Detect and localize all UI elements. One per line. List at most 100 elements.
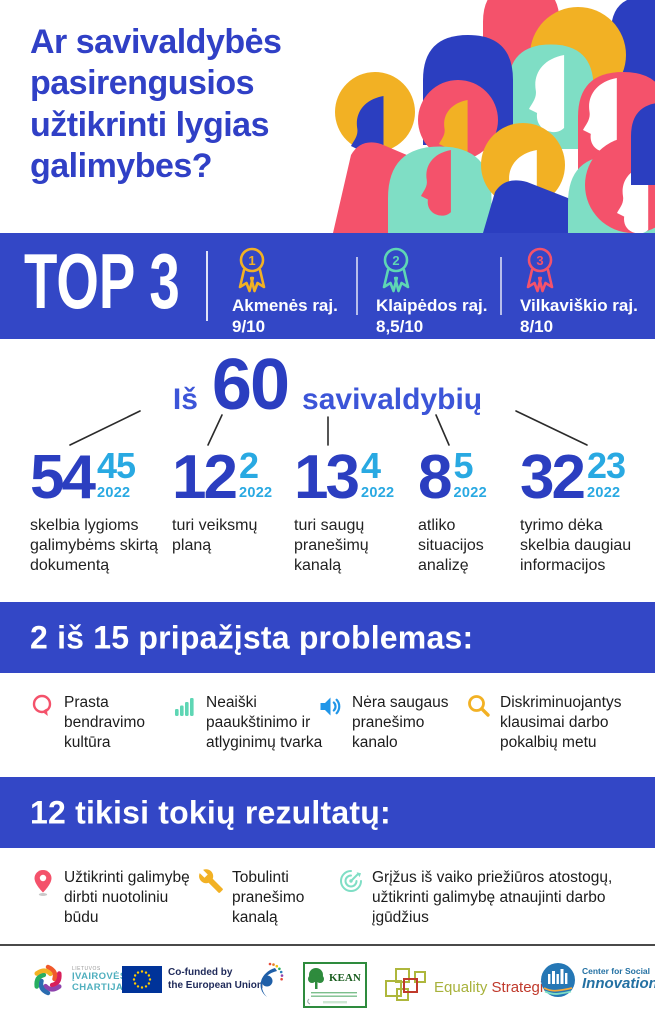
svg-text:1: 1 bbox=[248, 253, 255, 268]
crowd-illustration bbox=[333, 0, 655, 233]
divider-vertical bbox=[206, 251, 208, 321]
stat-year: 2022 bbox=[238, 484, 273, 501]
results-row: Užtikrinti galimybę dirbti nuotoliniu bū… bbox=[0, 848, 655, 944]
problem-label: Prasta bendravimo kultūra bbox=[64, 694, 145, 751]
eu-flag-icon bbox=[122, 966, 162, 993]
diversity-figure-icon bbox=[260, 962, 284, 997]
stat-numbers: 54 45 2022 bbox=[30, 443, 170, 512]
problem-label: Neaiški paaukštinimo ir atlyginimų tvark… bbox=[206, 694, 323, 751]
top3-name: Akmenės raj. 9/10 bbox=[232, 296, 338, 337]
top3-item-vilkaviskis: 3 Vilkaviškio raj. 8/10 bbox=[520, 245, 638, 338]
chartija-pinwheel-icon bbox=[34, 964, 62, 996]
page-title: Ar savivaldybės pasirengusios užtikrinti… bbox=[30, 23, 282, 186]
stat-previous: 4 bbox=[360, 445, 381, 486]
stat-value: 12 bbox=[172, 443, 238, 512]
problem-item-promotion: Neaiški paaukštinimo ir atlyginimų tvark… bbox=[172, 693, 324, 752]
csi-globe-icon bbox=[541, 963, 575, 997]
top3-name: Klaipėdos raj. 8,5/10 bbox=[376, 296, 488, 337]
logo-equality-strategies: Equality Strategies bbox=[384, 966, 559, 1008]
medal-1-icon: 1 bbox=[238, 247, 266, 293]
overview-heading: Iš 60 savivaldybių bbox=[0, 345, 655, 425]
stat-value: 54 bbox=[30, 443, 96, 512]
equality-strategies-icon bbox=[385, 968, 426, 1001]
svg-text:3: 3 bbox=[536, 253, 543, 268]
stat-label: turi veiksmų planą bbox=[172, 516, 258, 555]
chartija-country: LIETUVOS bbox=[72, 965, 101, 972]
top3-title: TOP 3 bbox=[24, 237, 180, 325]
medal-3-icon: 3 bbox=[526, 247, 554, 293]
speech-bubble-icon bbox=[32, 694, 52, 716]
footer-logos: LIETUVOS ĮVAIROVĖS CHARTIJA Co-funded by bbox=[0, 946, 655, 1024]
footer-divider bbox=[0, 944, 655, 946]
top3-item-akmene: 1 Akmenės raj. 9/10 bbox=[232, 245, 350, 338]
problem-item-channel: Nėra saugaus pranešimo kanalo bbox=[318, 693, 460, 752]
stat-previous: 45 bbox=[96, 445, 136, 486]
stat-previous: 2 bbox=[238, 445, 259, 486]
logo-diversity-figure bbox=[250, 960, 286, 1002]
chartija-line1: ĮVAIROVĖS bbox=[72, 971, 127, 983]
stat-safe-channel: 13 4 2022 turi saugų pranešimų kanalą bbox=[294, 443, 414, 577]
stat-year: 2022 bbox=[360, 484, 395, 501]
eu-line2: the European Union bbox=[168, 979, 263, 991]
stat-numbers: 8 5 2022 bbox=[418, 443, 518, 512]
problems-row: Prasta bendravimo kultūra Neaiški paaukš… bbox=[0, 673, 655, 777]
wrench-icon bbox=[199, 869, 223, 893]
overview-prefix: Iš bbox=[172, 383, 198, 416]
stat-year: 2022 bbox=[453, 484, 487, 501]
logo-center-social-innovation: Center for Social Innovation bbox=[540, 962, 655, 998]
logo-kean: KEAN bbox=[303, 962, 367, 1008]
stat-label: skelbia lygioms galimybėms skirtą dokume… bbox=[30, 516, 159, 575]
result-label: Tobulinti pranešimo kanalą bbox=[232, 869, 305, 926]
result-label: Grįžus iš vaiko priežiūros atostogų, užt… bbox=[372, 869, 613, 926]
stat-year: 2022 bbox=[96, 484, 131, 501]
divider-vertical bbox=[500, 257, 502, 315]
problem-label: Nėra saugaus pranešimo kanalo bbox=[352, 694, 449, 751]
eu-line1: Co-funded by bbox=[168, 967, 233, 978]
header-section: Ar savivaldybės pasirengusios užtikrinti… bbox=[0, 0, 655, 233]
result-item-remote-work: Užtikrinti galimybę dirbti nuotoliniu bū… bbox=[30, 868, 192, 927]
chartija-line2: CHARTIJA bbox=[72, 981, 124, 993]
stat-action-plan: 12 2 2022 turi veiksmų planą bbox=[172, 443, 284, 556]
csi-line1: Center for Social bbox=[582, 966, 651, 977]
target-icon bbox=[340, 870, 362, 892]
results-heading: 12 tikisi tokių rezultatų: bbox=[30, 794, 391, 830]
logo-eu-cofunded: Co-funded by the European Union bbox=[122, 966, 263, 993]
top3-band: TOP 3 1 Akmenės raj. 9/10 2 Klaipėdos ra… bbox=[0, 233, 655, 339]
result-item-improve-channel: Tobulinti pranešimo kanalą bbox=[198, 868, 336, 927]
bar-chart-icon bbox=[175, 698, 194, 716]
overview-suffix: savivaldybių bbox=[302, 383, 483, 416]
stat-previous: 5 bbox=[453, 445, 473, 486]
magnifier-icon bbox=[468, 695, 490, 717]
map-pin-icon bbox=[34, 870, 52, 896]
stat-value: 8 bbox=[418, 443, 453, 512]
stat-numbers: 12 2 2022 bbox=[172, 443, 284, 512]
stat-analysis: 8 5 2022 atliko situacijos analizę bbox=[418, 443, 518, 577]
problem-item-culture: Prasta bendravimo kultūra bbox=[30, 693, 168, 752]
stat-previous: 23 bbox=[586, 445, 626, 486]
divider-vertical bbox=[356, 257, 358, 315]
result-item-return-skills: Grįžus iš vaiko priežiūros atostogų, užt… bbox=[338, 868, 638, 927]
csi-line2: Innovation bbox=[582, 975, 655, 993]
results-band: 12 tikisi tokių rezultatų: bbox=[0, 777, 655, 848]
stat-year: 2022 bbox=[586, 484, 621, 501]
logo-ivairoves-chartija: LIETUVOS ĮVAIROVĖS CHARTIJA bbox=[30, 962, 127, 998]
stat-value: 13 bbox=[294, 443, 360, 512]
stat-document: 54 45 2022 skelbia lygioms galimybėms sk… bbox=[30, 443, 170, 577]
stat-numbers: 32 23 2022 bbox=[520, 443, 650, 512]
kean-icon: KEAN bbox=[303, 962, 367, 1008]
stat-value: 32 bbox=[520, 443, 586, 512]
svg-text:2: 2 bbox=[392, 253, 399, 268]
stat-label: tyrimo dėka skelbia daugiau informacijos bbox=[520, 516, 632, 575]
stat-more-info: 32 23 2022 tyrimo dėka skelbia daugiau i… bbox=[520, 443, 650, 577]
overview-total: 60 bbox=[211, 345, 290, 425]
speaker-icon bbox=[320, 697, 341, 716]
stat-label: atliko situacijos analizę bbox=[418, 516, 484, 575]
problem-item-interview: Diskriminuojantys klausimai darbo pokalb… bbox=[466, 693, 638, 752]
stat-numbers: 13 4 2022 bbox=[294, 443, 414, 512]
top3-item-klaipeda: 2 Klaipėdos raj. 8,5/10 bbox=[376, 245, 494, 338]
result-label: Užtikrinti galimybę dirbti nuotoliniu bū… bbox=[64, 869, 190, 926]
problems-heading: 2 iš 15 pripažįsta problemas: bbox=[30, 619, 474, 655]
top3-name: Vilkaviškio raj. 8/10 bbox=[520, 296, 638, 337]
stat-label: turi saugų pranešimų kanalą bbox=[294, 516, 369, 575]
